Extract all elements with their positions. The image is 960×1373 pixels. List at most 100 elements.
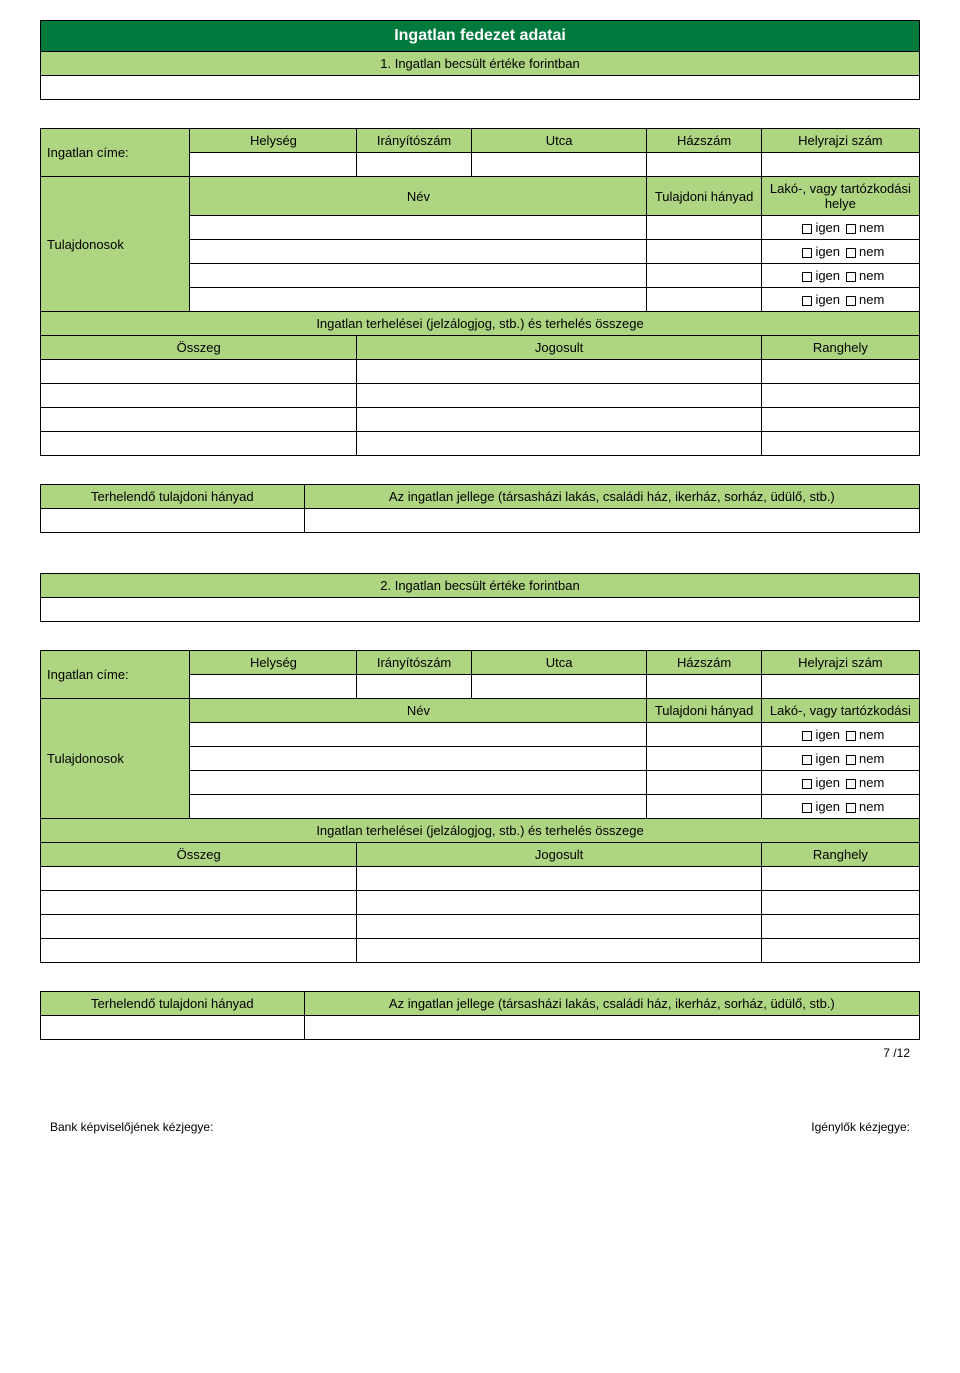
address-label-1: Ingatlan címe: (41, 129, 190, 177)
owners-label-2: Tulajdonosok (41, 699, 190, 819)
owner-name-2-3[interactable] (190, 771, 647, 795)
enc-jogosult-2-4[interactable] (357, 939, 761, 963)
burden-input-2[interactable] (41, 1016, 305, 1040)
footer-left: Bank képviselőjének kézjegye: (50, 1120, 213, 1134)
owner-name-2-2[interactable] (190, 747, 647, 771)
addr-utca-input-2[interactable] (471, 675, 647, 699)
owner-residence-1-4[interactable]: igennem (761, 288, 919, 312)
addr-irsz-input-2[interactable] (357, 675, 471, 699)
addr-col-hrsz-2: Helyrajzi szám (761, 651, 919, 675)
addr-helyseg-input-1[interactable] (190, 153, 357, 177)
owner-name-2-1[interactable] (190, 723, 647, 747)
addr-col-hazszam-1: Házszám (647, 129, 761, 153)
address-label-2: Ingatlan címe: (41, 651, 190, 699)
nature-label-2: Az ingatlan jellege (társasházi lakás, c… (304, 992, 919, 1016)
residence-header-2: Lakó-, vagy tartózkodási (761, 699, 919, 723)
burden-input-1[interactable] (41, 509, 305, 533)
enc-col-jogosult-2: Jogosult (357, 843, 761, 867)
enc-ranghely-1-2[interactable] (761, 384, 919, 408)
owner-name-1-3[interactable] (190, 264, 647, 288)
addr-col-irsz-1: Irányítószám (357, 129, 471, 153)
section2-subtitle: 2. Ingatlan becsült értéke forintban (41, 574, 920, 598)
owner-residence-2-3[interactable]: igennem (761, 771, 919, 795)
enc-col-ranghely-1: Ranghely (761, 336, 919, 360)
addr-col-utca-2: Utca (471, 651, 647, 675)
owner-residence-2-4[interactable]: igennem (761, 795, 919, 819)
addr-utca-input-1[interactable] (471, 153, 647, 177)
encumbrance-header-2: Ingatlan terhelései (jelzálogjog, stb.) … (41, 819, 920, 843)
enc-jogosult-1-3[interactable] (357, 408, 761, 432)
owner-residence-1-1[interactable]: igennem (761, 216, 919, 240)
enc-jogosult-1-2[interactable] (357, 384, 761, 408)
page-title: Ingatlan fedezet adatai (41, 21, 920, 52)
enc-ranghely-2-2[interactable] (761, 891, 919, 915)
addr-col-helyseg-2: Helység (190, 651, 357, 675)
owner-residence-2-1[interactable]: igennem (761, 723, 919, 747)
owner-name-2-4[interactable] (190, 795, 647, 819)
owner-residence-1-3[interactable]: igennem (761, 264, 919, 288)
footer-right: Igénylők kézjegye: (811, 1120, 910, 1134)
section1-address-owners: Ingatlan címe: Helység Irányítószám Utca… (40, 128, 920, 456)
addr-col-utca-1: Utca (471, 129, 647, 153)
addr-hazszam-input-1[interactable] (647, 153, 761, 177)
owner-share-2-4[interactable] (647, 795, 761, 819)
owner-name-1-2[interactable] (190, 240, 647, 264)
owner-share-2-3[interactable] (647, 771, 761, 795)
section1-subtitle: 1. Ingatlan becsült értéke forintban (41, 52, 920, 76)
estimate-value-cell-1[interactable] (41, 76, 920, 100)
enc-osszeg-2-2[interactable] (41, 891, 357, 915)
enc-ranghely-2-1[interactable] (761, 867, 919, 891)
enc-ranghely-1-4[interactable] (761, 432, 919, 456)
page-number: 7 /12 (40, 1046, 920, 1060)
enc-col-osszeg-1: Összeg (41, 336, 357, 360)
owners-label-1: Tulajdonosok (41, 177, 190, 312)
enc-ranghely-1-3[interactable] (761, 408, 919, 432)
section2-burden: Terhelendő tulajdoni hányad Az ingatlan … (40, 991, 920, 1040)
owner-share-2-1[interactable] (647, 723, 761, 747)
enc-ranghely-1-1[interactable] (761, 360, 919, 384)
owner-name-1-1[interactable] (190, 216, 647, 240)
owner-share-2-2[interactable] (647, 747, 761, 771)
enc-col-jogosult-1: Jogosult (357, 336, 761, 360)
enc-jogosult-1-4[interactable] (357, 432, 761, 456)
addr-irsz-input-1[interactable] (357, 153, 471, 177)
owner-share-1-4[interactable] (647, 288, 761, 312)
nature-input-2[interactable] (304, 1016, 919, 1040)
owner-share-1-2[interactable] (647, 240, 761, 264)
section2-subtitle-table: 2. Ingatlan becsült értéke forintban (40, 573, 920, 622)
owner-residence-2-2[interactable]: igennem (761, 747, 919, 771)
enc-ranghely-2-3[interactable] (761, 915, 919, 939)
residence-header-1: Lakó-, vagy tartózkodási helye (761, 177, 919, 216)
enc-osszeg-2-4[interactable] (41, 939, 357, 963)
addr-hazszam-input-2[interactable] (647, 675, 761, 699)
share-header-2: Tulajdoni hányad (647, 699, 761, 723)
addr-hrsz-input-1[interactable] (761, 153, 919, 177)
addr-hrsz-input-2[interactable] (761, 675, 919, 699)
estimate-value-cell-2[interactable] (41, 598, 920, 622)
enc-col-ranghely-2: Ranghely (761, 843, 919, 867)
enc-osszeg-1-3[interactable] (41, 408, 357, 432)
enc-jogosult-1-1[interactable] (357, 360, 761, 384)
enc-jogosult-2-1[interactable] (357, 867, 761, 891)
enc-jogosult-2-2[interactable] (357, 891, 761, 915)
addr-helyseg-input-2[interactable] (190, 675, 357, 699)
owner-share-1-1[interactable] (647, 216, 761, 240)
enc-jogosult-2-3[interactable] (357, 915, 761, 939)
share-header-1: Tulajdoni hányad (647, 177, 761, 216)
enc-osszeg-2-1[interactable] (41, 867, 357, 891)
enc-osszeg-1-4[interactable] (41, 432, 357, 456)
section2-address-owners: Ingatlan címe: Helység Irányítószám Utca… (40, 650, 920, 963)
enc-osszeg-2-3[interactable] (41, 915, 357, 939)
enc-osszeg-1-2[interactable] (41, 384, 357, 408)
owner-name-1-4[interactable] (190, 288, 647, 312)
nature-input-1[interactable] (304, 509, 919, 533)
owner-residence-1-2[interactable]: igennem (761, 240, 919, 264)
title-table: Ingatlan fedezet adatai 1. Ingatlan becs… (40, 20, 920, 100)
enc-col-osszeg-2: Összeg (41, 843, 357, 867)
encumbrance-header-1: Ingatlan terhelései (jelzálogjog, stb.) … (41, 312, 920, 336)
enc-osszeg-1-1[interactable] (41, 360, 357, 384)
enc-ranghely-2-4[interactable] (761, 939, 919, 963)
owner-share-1-3[interactable] (647, 264, 761, 288)
name-header-2: Név (190, 699, 647, 723)
addr-col-helyseg-1: Helység (190, 129, 357, 153)
